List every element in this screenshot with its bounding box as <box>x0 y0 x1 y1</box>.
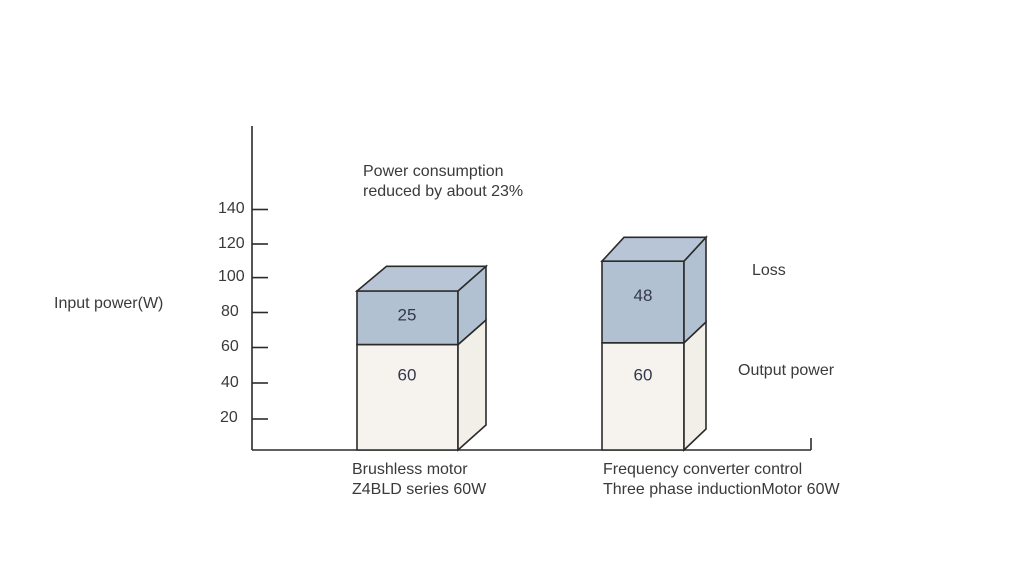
svg-text:60: 60 <box>398 366 417 385</box>
svg-text:48: 48 <box>634 286 653 305</box>
svg-text:60: 60 <box>634 365 653 384</box>
svg-text:25: 25 <box>398 306 417 325</box>
